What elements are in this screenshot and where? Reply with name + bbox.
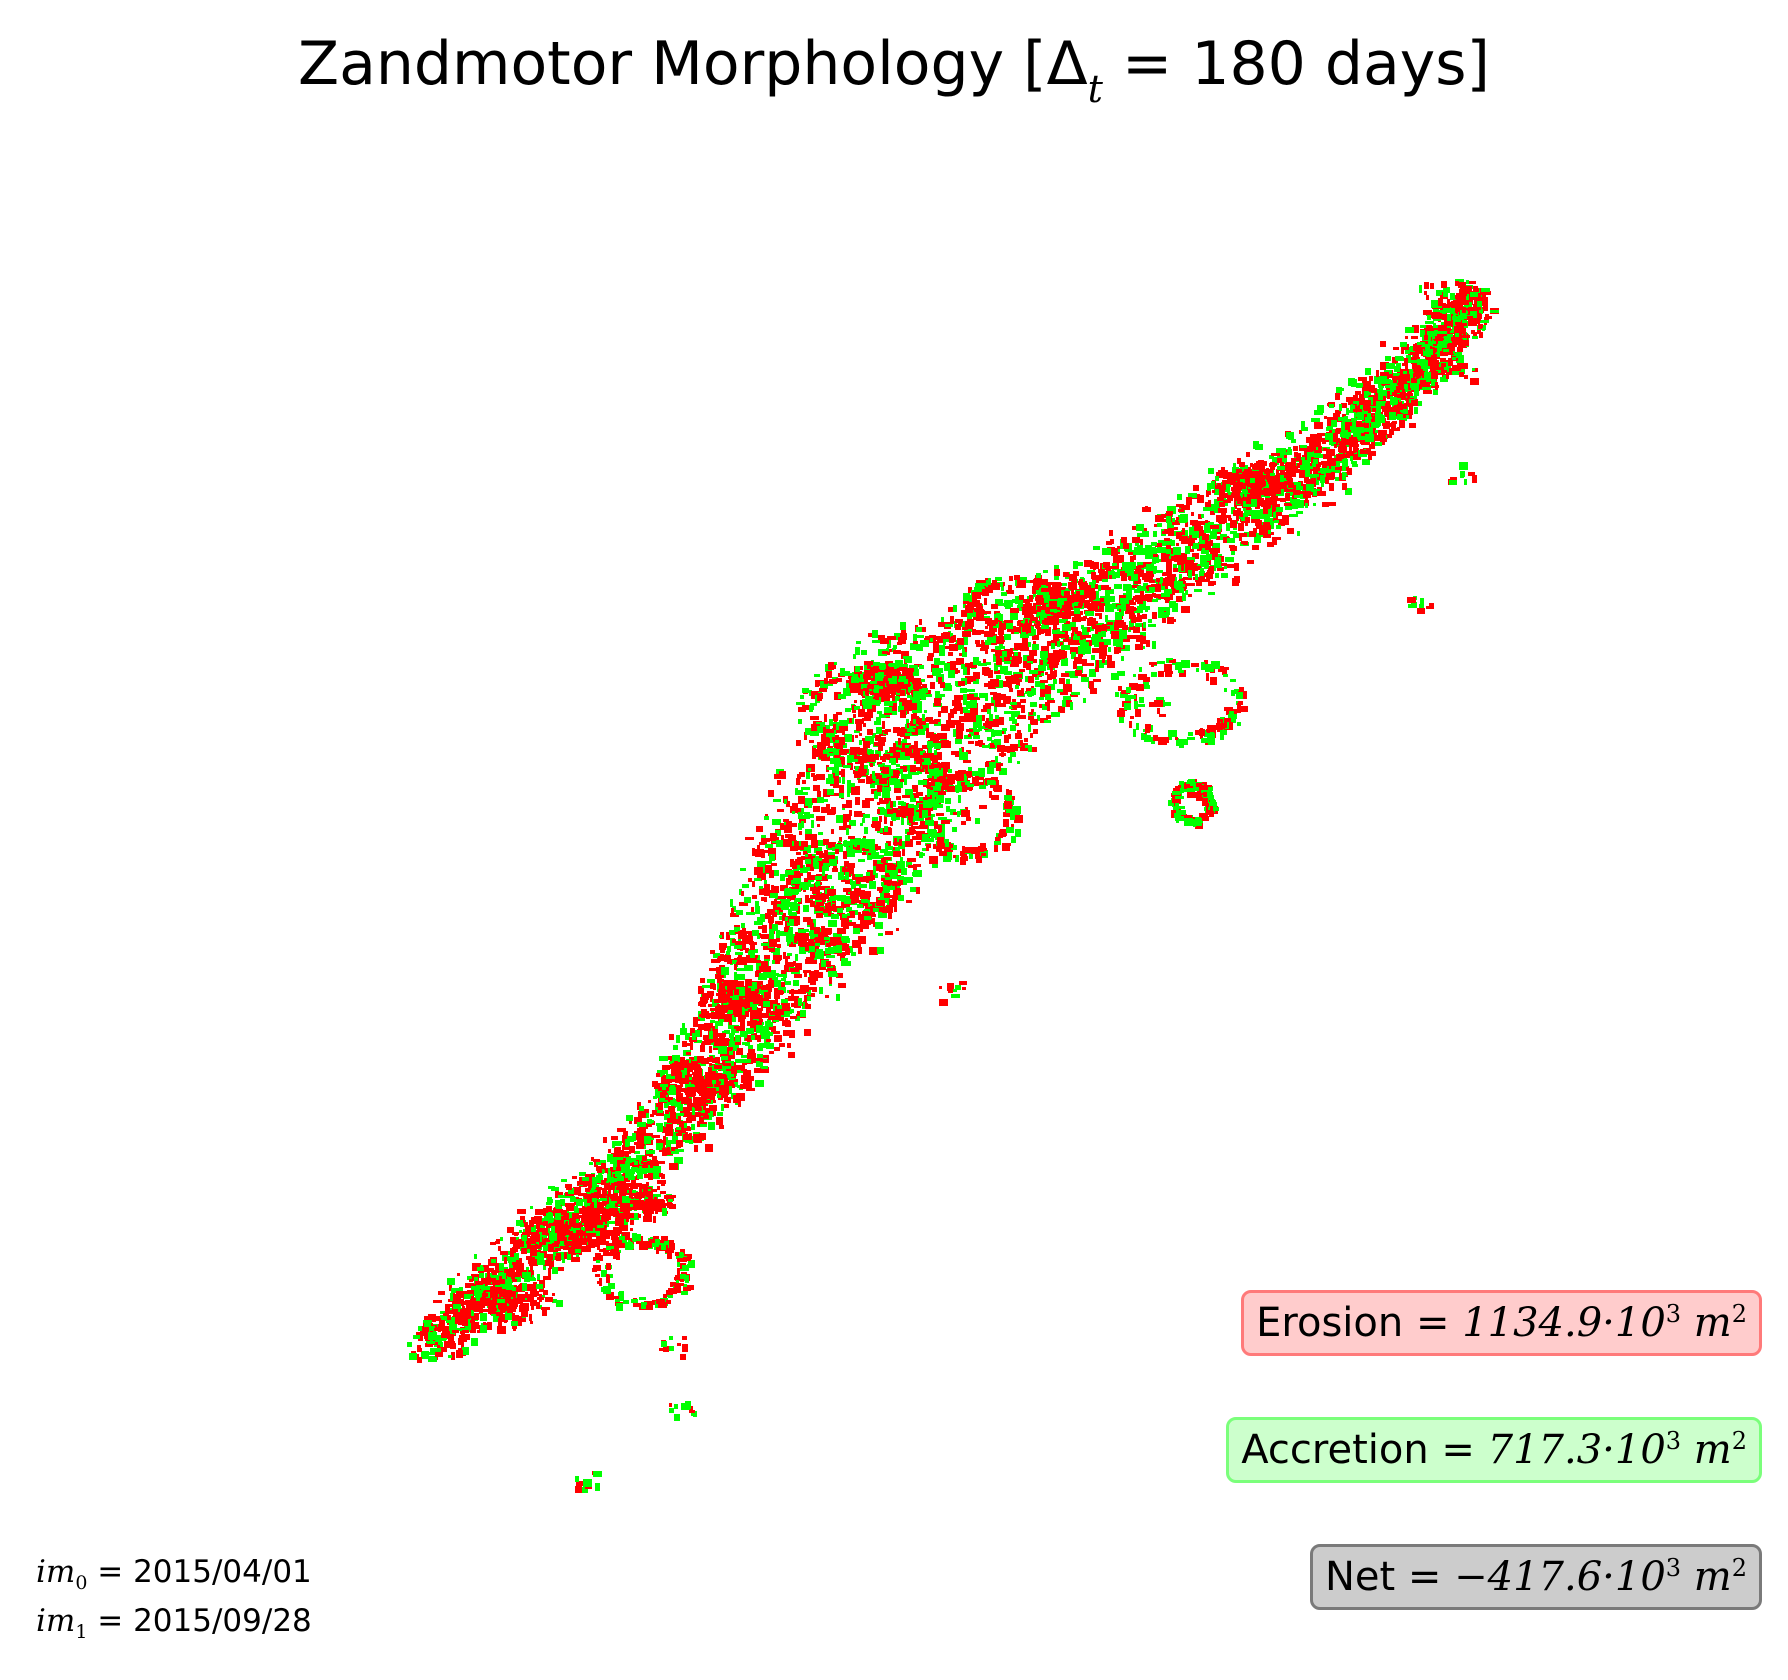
accretion-stat-box: Accretion = 717.3·103 m2 (1226, 1417, 1762, 1483)
net-stat-box: Net = −417.6·103 m2 (1309, 1544, 1762, 1610)
accretion-label: Accretion = (1241, 1427, 1488, 1473)
accretion-unit: ·10 (1602, 1427, 1666, 1473)
erosion-stat-box: Erosion = 1134.9·103 m2 (1241, 1290, 1762, 1356)
accretion-value: 717.3 (1487, 1427, 1603, 1473)
im0-text: = 2015/04/01 (87, 1554, 312, 1590)
title-suffix: = 180 days] (1102, 29, 1490, 99)
net-m: m (1681, 1554, 1732, 1600)
net-label: Net = (1324, 1554, 1455, 1600)
im1-index: 1 (75, 1621, 88, 1644)
erosion-exp: 3 (1665, 1300, 1682, 1328)
net-value: −417.6 (1454, 1554, 1603, 1600)
accretion-m-exp: 2 (1731, 1427, 1747, 1455)
change-pixels (407, 279, 1499, 1493)
erosion-m-exp: 2 (1731, 1300, 1747, 1328)
figure-title: Zandmotor Morphology [Δt = 180 days] (0, 24, 1788, 111)
erosion-m: m (1681, 1300, 1732, 1346)
net-unit: ·10 (1602, 1554, 1666, 1600)
im1-date: im1 = 2015/09/28 (36, 1602, 312, 1651)
accretion-m: m (1681, 1427, 1732, 1473)
erosion-value: 1134.9 (1462, 1300, 1603, 1346)
title-subscript: t (1087, 67, 1103, 111)
title-text: Zandmotor Morphology [Δ (298, 29, 1088, 99)
accretion-exp: 3 (1665, 1427, 1682, 1455)
im1-text: = 2015/09/28 (87, 1603, 312, 1640)
im0-index: 0 (75, 1572, 88, 1595)
image-dates: im0 = 2015/04/01 im1 = 2015/09/28 (36, 1553, 312, 1651)
erosion-label: Erosion = (1256, 1300, 1463, 1346)
net-m-exp: 2 (1731, 1554, 1747, 1582)
net-exp: 3 (1665, 1554, 1682, 1582)
im1-name: im (36, 1603, 76, 1640)
im0-name: im (36, 1554, 76, 1590)
erosion-unit: ·10 (1602, 1300, 1666, 1346)
im0-date: im0 = 2015/04/01 (36, 1553, 312, 1602)
